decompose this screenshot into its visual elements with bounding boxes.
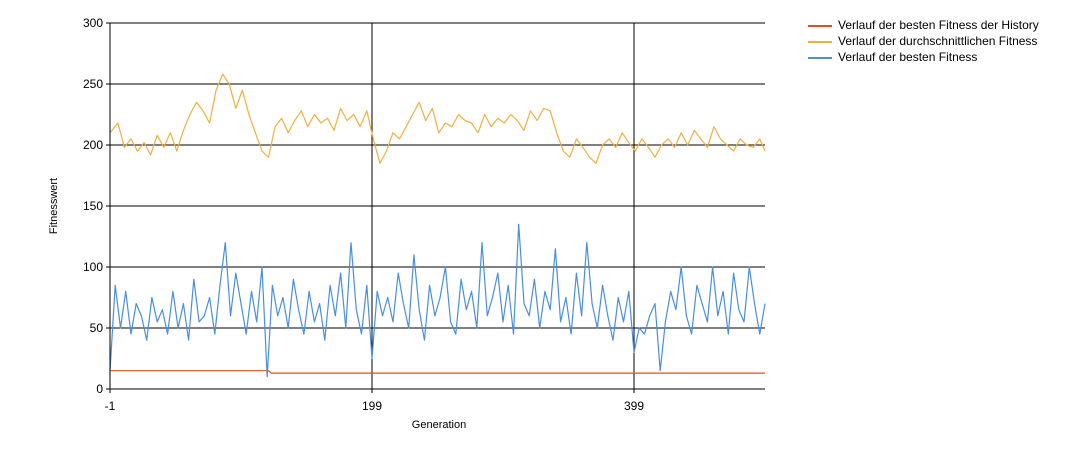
legend-item-best: Verlauf der besten Fitness <box>808 50 1058 64</box>
legend-swatch-best <box>808 57 832 59</box>
x-axis-label: Generation <box>412 419 466 431</box>
legend-swatch-average <box>808 41 832 43</box>
y-tick-label-150: 150 <box>83 199 103 213</box>
chart-legend: Verlauf der besten Fitness der History V… <box>808 18 1058 66</box>
series-line-history-best <box>110 370 765 374</box>
y-axis-label: Fitnesswert <box>48 178 60 234</box>
x-tick-label--1: -1 <box>105 399 116 413</box>
y-tick-label-250: 250 <box>83 77 103 91</box>
x-tick-label-399: 399 <box>624 399 644 413</box>
y-tick-label-50: 50 <box>90 321 104 335</box>
y-tick-label-100: 100 <box>83 260 103 274</box>
plot-grid <box>110 22 765 389</box>
x-tick-label-199: 199 <box>362 399 382 413</box>
legend-label-average: Verlauf der durchschnittlichen Fitness <box>838 34 1038 48</box>
axes: 0 50 100 150 200 250 300 -1 199 399 <box>83 16 765 413</box>
legend-swatch-history-best <box>808 25 832 27</box>
legend-label-best: Verlauf der besten Fitness <box>838 50 978 64</box>
legend-item-history-best: Verlauf der besten Fitness der History <box>808 18 1058 32</box>
series-line-best <box>109 223 766 378</box>
series-lines <box>109 73 766 378</box>
series-line-average <box>109 73 766 164</box>
legend-label-history-best: Verlauf der besten Fitness der History <box>838 18 1039 32</box>
legend-item-average: Verlauf der durchschnittlichen Fitness <box>808 34 1058 48</box>
y-tick-label-200: 200 <box>83 138 103 152</box>
y-tick-label-0: 0 <box>96 382 103 396</box>
y-tick-label-300: 300 <box>83 16 103 30</box>
